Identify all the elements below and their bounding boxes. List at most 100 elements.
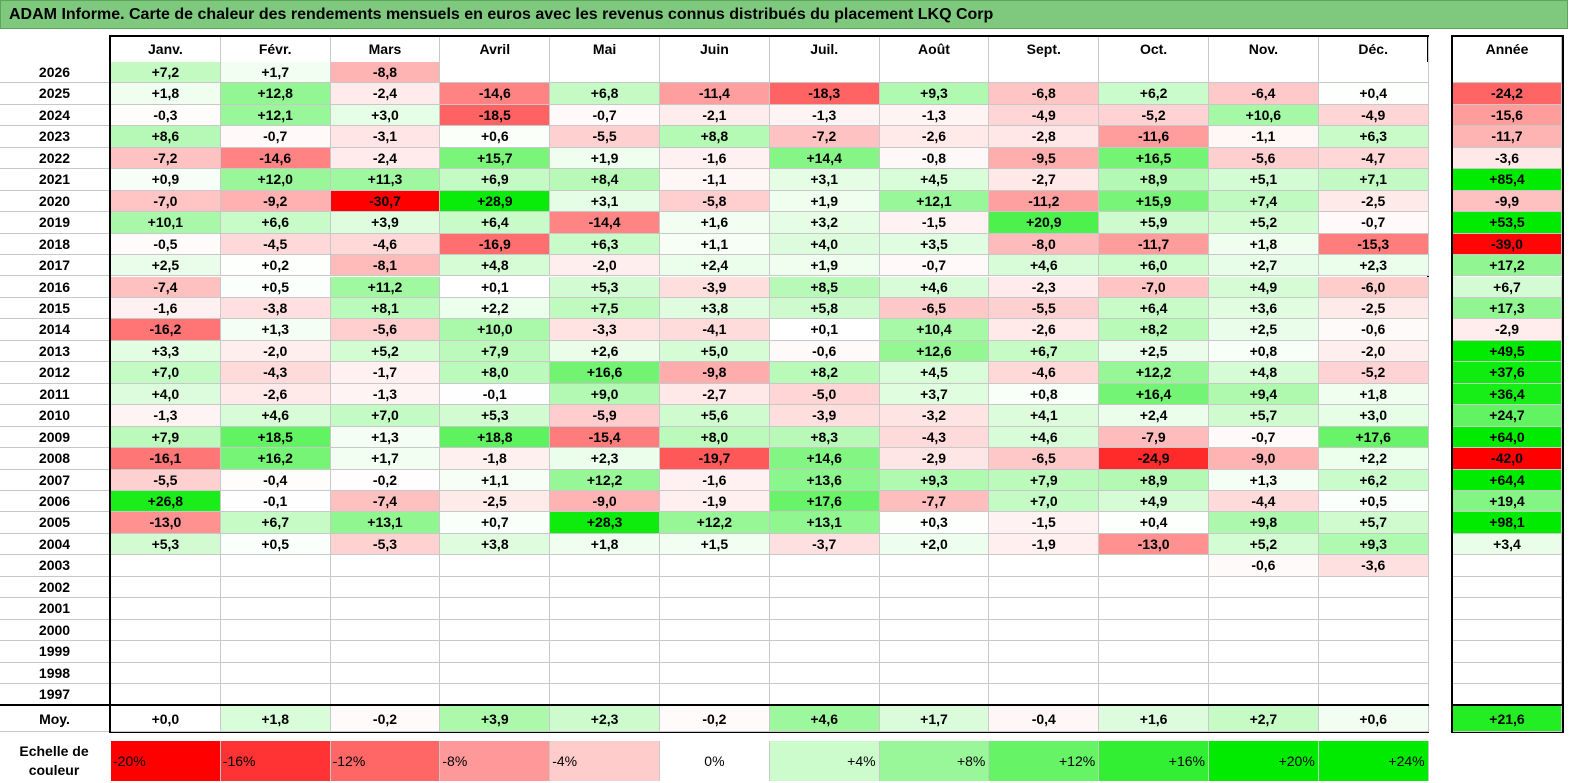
heatmap-cell <box>1209 684 1319 706</box>
heatmap-cell: +7,9 <box>989 469 1100 491</box>
heatmap-cell: -1,3 <box>879 104 990 127</box>
heatmap-cell <box>1099 662 1209 685</box>
heatmap-cell: -9,8 <box>660 362 770 384</box>
heatmap-cell: -7,4 <box>330 491 441 513</box>
heatmap-cell: -0,7 <box>220 126 331 148</box>
heatmap-cell: +3,8 <box>440 533 551 556</box>
annual-grid-frame <box>1451 35 1564 733</box>
heatmap-cell <box>220 641 331 663</box>
heatmap-cell <box>1099 641 1209 663</box>
month-header: Août <box>880 37 990 62</box>
heatmap-cell: +9,0 <box>550 383 660 406</box>
heatmap-cell: +12,0 <box>220 169 331 191</box>
year-label: 2010 <box>0 405 109 427</box>
heatmap-cell: +13,6 <box>769 469 880 491</box>
heatmap-cell <box>1099 576 1209 599</box>
heatmap-cell <box>879 684 990 706</box>
heatmap-cell: -2,6 <box>879 126 990 148</box>
heatmap-cell: +8,8 <box>660 126 770 148</box>
heatmap-cell <box>660 555 770 577</box>
legend-swatch: +16% <box>1099 741 1209 781</box>
heatmap-cell: +5,3 <box>550 276 660 298</box>
average-cell: -0,2 <box>660 706 770 732</box>
heatmap-cell: +2,4 <box>660 255 770 277</box>
heatmap-cell: +1,7 <box>330 448 441 470</box>
annual-cell: -2,9 <box>1453 319 1562 341</box>
heatmap-cell: +4,0 <box>769 233 880 256</box>
annual-cell <box>1453 684 1562 706</box>
heatmap-cell: +15,9 <box>1099 190 1209 213</box>
heatmap-cell <box>989 62 1100 84</box>
heatmap-cell: +5,3 <box>440 405 551 427</box>
heatmap-cell: -18,3 <box>769 83 880 105</box>
heatmap-cell: +6,7 <box>220 512 331 534</box>
heatmap-cell: -9,2 <box>220 190 331 213</box>
heatmap-cell: -4,1 <box>660 319 770 341</box>
heatmap-cell: +3,5 <box>879 233 990 256</box>
heatmap-cell: -1,6 <box>660 147 770 170</box>
annual-cell: -15,6 <box>1453 104 1562 127</box>
heatmap-cell: +12,1 <box>879 190 990 213</box>
legend-title-line1: Echelle de <box>19 743 89 759</box>
heatmap-cell: -0,7 <box>1209 426 1319 449</box>
heatmap-cell: -0,3 <box>111 104 221 127</box>
heatmap-cell <box>989 576 1100 599</box>
heatmap-cell: -4,3 <box>879 426 990 449</box>
heatmap-cell: -3,1 <box>330 126 441 148</box>
heatmap-cell: +6,6 <box>220 212 331 234</box>
heatmap-cell: -4,5 <box>220 233 331 256</box>
heatmap-cell: +8,2 <box>1099 319 1209 341</box>
heatmap-cell: -7,7 <box>879 491 990 513</box>
heatmap-cell: +12,2 <box>550 469 660 491</box>
heatmap-cell: +3,7 <box>879 383 990 406</box>
average-cell: +4,6 <box>769 706 880 732</box>
year-label: 2001 <box>0 598 109 620</box>
heatmap-cell: -16,2 <box>111 319 221 341</box>
heatmap-cell: -3,3 <box>550 319 660 341</box>
heatmap-cell: -5,8 <box>660 190 770 213</box>
heatmap-cell: -4,7 <box>1318 147 1429 170</box>
heatmap-cell <box>660 641 770 663</box>
heatmap-cell: -6,4 <box>1209 83 1319 105</box>
heatmap-cell <box>440 684 551 706</box>
heatmap-cell: +2,4 <box>1099 405 1209 427</box>
heatmap-cell: -7,2 <box>111 147 221 170</box>
heatmap-cell <box>111 619 221 642</box>
heatmap-cell: +14,6 <box>769 448 880 470</box>
heatmap-cell <box>769 619 880 642</box>
heatmap-cell: -2,1 <box>660 104 770 127</box>
heatmap-cell: +6,4 <box>1099 297 1209 320</box>
heatmap-cell: -5,6 <box>1209 147 1319 170</box>
heatmap-cell: +5,7 <box>1209 405 1319 427</box>
heatmap-cell: -3,6 <box>1318 555 1429 577</box>
heatmap-cell: -1,1 <box>660 169 770 191</box>
heatmap-cell: +4,5 <box>879 169 990 191</box>
heatmap-cell: +3,1 <box>769 169 880 191</box>
legend-swatch: +24% <box>1318 741 1429 781</box>
year-label: 2009 <box>0 427 109 449</box>
heatmap-cell: -0,4 <box>220 469 331 491</box>
heatmap-cell: +2,2 <box>440 297 551 320</box>
heatmap-cell: +3,3 <box>111 340 221 363</box>
legend-swatch: -16% <box>220 741 331 781</box>
heatmap-cell <box>1099 555 1209 577</box>
annual-cell: +19,4 <box>1453 491 1562 513</box>
heatmap-cell: +4,8 <box>440 255 551 277</box>
year-label: 1999 <box>0 641 109 663</box>
heatmap-cell: +4,8 <box>1209 362 1319 384</box>
heatmap-cell: -6,0 <box>1318 276 1429 298</box>
heatmap-cell: +5,2 <box>1209 533 1319 556</box>
heatmap-cell: -2,0 <box>550 255 660 277</box>
heatmap-cell: -2,5 <box>1318 190 1429 213</box>
heatmap-cell: -2,8 <box>989 126 1100 148</box>
heatmap-cell: +9,3 <box>1318 533 1429 556</box>
heatmap-cell: -13,0 <box>111 512 221 534</box>
heatmap-cell <box>111 662 221 685</box>
month-header: Oct. <box>1099 37 1209 62</box>
year-label: 2018 <box>0 234 109 256</box>
heatmap-cell <box>550 555 660 577</box>
heatmap-cell: +4,9 <box>1209 276 1319 298</box>
heatmap-cell <box>1318 62 1429 84</box>
annual-cell: +17,2 <box>1453 255 1562 277</box>
